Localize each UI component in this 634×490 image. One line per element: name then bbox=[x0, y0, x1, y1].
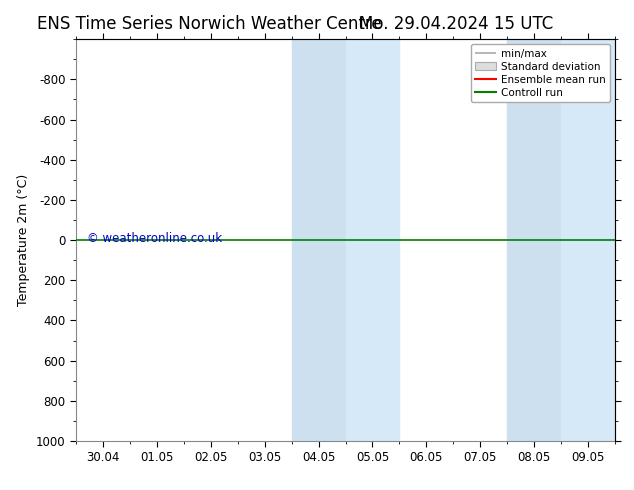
Bar bbox=[507, 39, 561, 441]
Bar bbox=[346, 39, 399, 441]
Bar bbox=[292, 39, 346, 441]
Text: Mo. 29.04.2024 15 UTC: Mo. 29.04.2024 15 UTC bbox=[359, 15, 553, 33]
Text: ENS Time Series Norwich Weather Centre: ENS Time Series Norwich Weather Centre bbox=[37, 15, 382, 33]
Legend: min/max, Standard deviation, Ensemble mean run, Controll run: min/max, Standard deviation, Ensemble me… bbox=[470, 45, 610, 102]
Y-axis label: Temperature 2m (°C): Temperature 2m (°C) bbox=[18, 174, 30, 306]
Bar bbox=[561, 39, 615, 441]
Text: © weatheronline.co.uk: © weatheronline.co.uk bbox=[87, 232, 222, 245]
